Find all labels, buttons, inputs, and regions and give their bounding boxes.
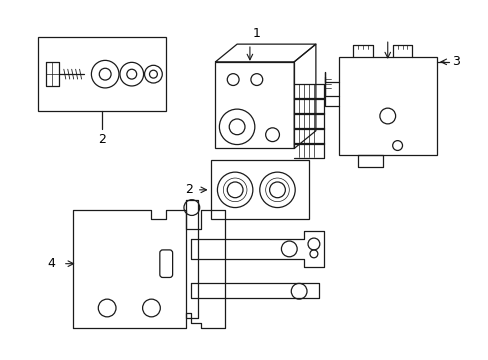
Bar [215,62,294,148]
Bar [338,57,436,156]
Text: 3: 3 [451,55,459,68]
Text: 2: 2 [98,133,106,146]
Text: 1: 1 [252,27,260,40]
Bar [38,37,166,111]
Text: 2: 2 [184,183,192,196]
Text: 4: 4 [47,257,55,270]
Bar [210,160,308,219]
